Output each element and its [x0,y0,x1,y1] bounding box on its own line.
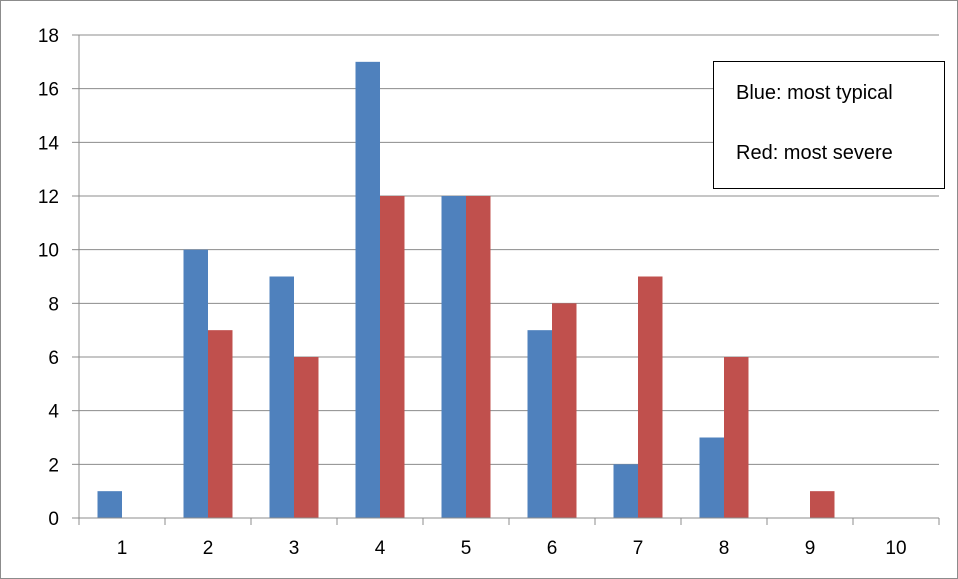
x-tick-label: 1 [117,538,128,559]
bar-series-0-cat-6 [527,330,552,518]
bar-series-1-cat-4 [380,196,405,518]
bar-series-1-cat-5 [466,196,491,518]
bar-series-0-cat-7 [613,464,638,518]
bar-series-0-cat-4 [355,61,380,518]
y-tick-label: 2 [48,455,59,476]
x-tick-label: 6 [547,538,558,559]
bar-series-1-cat-8 [724,357,749,518]
x-tick-label: 7 [633,538,644,559]
bars [97,61,835,518]
y-tick-label: 10 [38,241,59,262]
axes [72,34,940,525]
x-tick-label: 4 [375,538,386,559]
bar-series-1-cat-9 [810,491,835,518]
x-tick-label: 9 [805,538,816,559]
y-tick-label: 4 [48,402,59,423]
x-tick-label: 3 [289,538,300,559]
x-tick-label: 8 [719,538,730,559]
bar-series-0-cat-2 [183,249,208,518]
y-tick-label: 0 [48,509,59,530]
x-tick-label: 10 [885,538,906,559]
legend-line-red: Red: most severe [736,142,893,164]
bar-series-0-cat-3 [269,276,294,518]
y-tick-label: 16 [38,80,59,101]
y-tick-label: 12 [38,187,59,208]
y-tick-label: 18 [38,26,59,47]
bar-series-1-cat-6 [552,303,577,518]
y-tick-label: 8 [48,294,59,315]
bar-series-0-cat-1 [97,491,122,518]
bar-series-1-cat-3 [294,357,319,518]
bar-series-1-cat-2 [208,330,233,518]
legend-annotation-box: Blue: most typical Red: most severe [713,61,945,189]
x-tick-label: 5 [461,538,472,559]
y-tick-label: 14 [38,133,60,154]
bar-series-1-cat-7 [638,276,663,518]
bar-series-0-cat-5 [441,196,466,518]
x-tick-label: 2 [203,538,214,559]
bar-series-0-cat-8 [699,437,724,518]
y-tick-label: 6 [48,348,59,369]
legend-line-blue: Blue: most typical [736,82,893,104]
